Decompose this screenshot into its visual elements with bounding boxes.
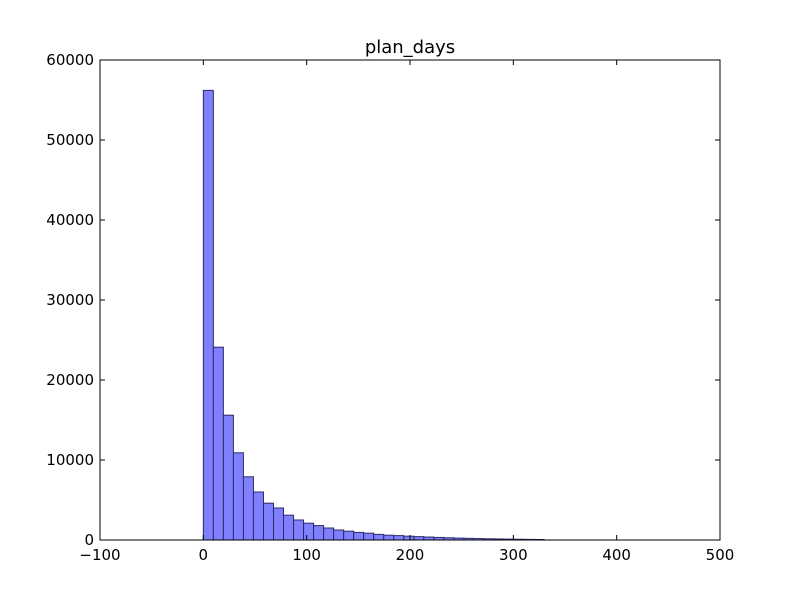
chart-title: plan_days	[365, 37, 455, 58]
histogram-bar	[242, 476, 254, 541]
x-tick-label: 200	[396, 546, 425, 564]
histogram-bar	[262, 502, 274, 541]
histogram-bar	[323, 527, 335, 541]
histogram-bar	[413, 536, 425, 541]
plot-frame	[99, 59, 721, 541]
histogram-bar	[333, 529, 345, 541]
x-tick-label: 0	[199, 546, 209, 564]
x-tick-label: 100	[292, 546, 321, 564]
x-tick-label: −100	[79, 546, 120, 564]
histogram-bar	[393, 535, 405, 541]
x-tick-label: 300	[499, 546, 528, 564]
y-tick-label: 20000	[46, 371, 94, 389]
y-tick-label: 30000	[46, 291, 94, 309]
histogram-bar	[283, 514, 295, 541]
histogram-bar	[403, 535, 415, 541]
histogram-bar	[232, 452, 244, 541]
x-tick-label: 400	[602, 546, 631, 564]
histogram-bar	[303, 522, 315, 541]
histogram-bar	[222, 414, 234, 541]
y-tick-label: 60000	[46, 51, 94, 69]
histogram-bar	[313, 525, 325, 541]
histogram-bar	[353, 531, 365, 541]
y-tick-label: 40000	[46, 211, 94, 229]
histogram-bar	[383, 534, 395, 541]
histogram-bar	[363, 532, 375, 541]
y-tick-label: 0	[84, 531, 94, 549]
x-tick-label: 500	[706, 546, 735, 564]
ticks-group: −100 0 100 200 300 400 50001000020000300004000…	[46, 51, 734, 564]
histogram-bar	[252, 491, 264, 541]
histogram-bar	[212, 346, 224, 541]
bars-group	[202, 89, 545, 541]
histogram-bar	[202, 89, 214, 541]
histogram-bar	[272, 507, 285, 541]
histogram-bar	[343, 530, 355, 541]
y-tick-label: 50000	[46, 131, 94, 149]
histogram-bar	[373, 533, 385, 541]
y-tick-label: 10000	[46, 451, 94, 469]
histogram-bar	[293, 519, 305, 541]
